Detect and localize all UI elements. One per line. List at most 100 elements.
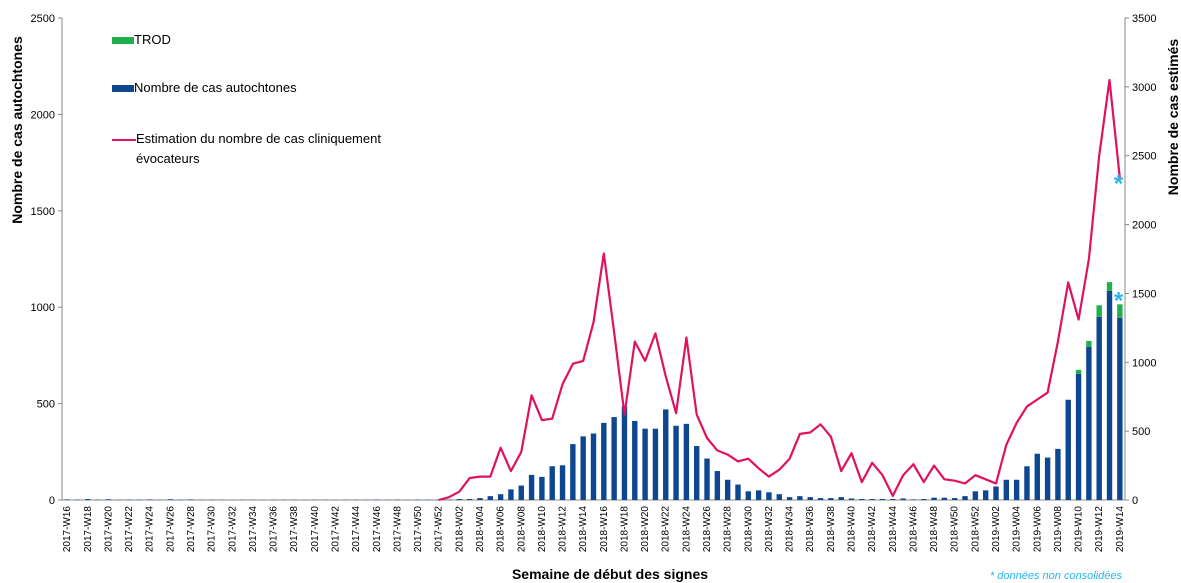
x-tick-label: 2017-W42 — [330, 506, 341, 553]
bar — [559, 465, 566, 500]
legend-swatch — [112, 37, 134, 44]
x-tick-label: 2018-W28 — [723, 506, 734, 553]
bar — [64, 499, 70, 500]
bar — [621, 406, 628, 500]
bar — [879, 499, 886, 500]
x-tick-label: 2018-W32 — [764, 506, 775, 553]
bar — [188, 499, 194, 500]
bar — [683, 423, 690, 500]
x-tick-label: 2018-W50 — [950, 506, 961, 553]
bar — [466, 499, 473, 500]
bar — [1117, 317, 1123, 500]
y2-tick-label: 2000 — [1132, 220, 1156, 232]
x-tick-label: 2017-W50 — [413, 506, 424, 553]
bar — [786, 497, 793, 500]
bar — [972, 491, 979, 500]
bar — [167, 499, 174, 500]
asterisk: * — [1114, 287, 1124, 314]
x-tick-label: 2017-W16 — [62, 506, 73, 553]
legend-item: Nombre de cas autochtones — [112, 80, 297, 95]
x-tick-label: 2018-W22 — [661, 506, 672, 553]
bar — [456, 499, 463, 500]
x-tick-label: 2017-W44 — [351, 506, 362, 553]
bar — [477, 498, 483, 500]
x-tick-label: 2019-W10 — [1074, 506, 1085, 553]
bar — [807, 497, 813, 500]
x-tick-label: 2017-W32 — [227, 506, 238, 553]
x-tick-label: 2019-W06 — [1032, 506, 1043, 553]
legend-item: TROD — [112, 32, 171, 47]
x-tick-label: 2017-W18 — [83, 506, 94, 553]
y2-tick-label: 0 — [1132, 495, 1138, 507]
x-tick-label: 2018-W34 — [785, 506, 796, 553]
x-tick-label: 2019-W14 — [1115, 506, 1126, 553]
bar — [85, 499, 91, 500]
asterisk: * — [1114, 171, 1124, 198]
legend-item: Estimation du nombre de cas cliniquement… — [112, 131, 452, 169]
bar — [838, 497, 844, 500]
y-axis-title: Nombre de cas autochtones — [9, 36, 25, 224]
legend-label: Estimation du nombre de cas cliniquement… — [136, 131, 381, 166]
x-tick-label: 2018-W02 — [454, 506, 465, 553]
x-axis-title: Semaine de début des signes — [512, 566, 708, 582]
y-tick-label: 2500 — [31, 13, 55, 25]
line — [438, 78, 1121, 502]
x-tick-label: 2019-W04 — [1012, 506, 1023, 553]
x-tick-label: 2018-W52 — [970, 506, 981, 553]
x-tick-label: 2018-W24 — [681, 506, 692, 553]
bar — [1024, 466, 1030, 500]
x-tick-label: 2017-W20 — [103, 506, 114, 553]
bar — [1086, 346, 1092, 500]
bar — [1013, 479, 1020, 500]
x-tick-label: 2017-W26 — [165, 506, 176, 553]
x-tick-label: 2018-W48 — [929, 506, 940, 553]
bar — [1003, 479, 1010, 500]
bar — [993, 486, 999, 500]
bar — [673, 425, 679, 500]
bar — [1034, 453, 1040, 500]
bar — [817, 498, 824, 500]
bar — [518, 485, 524, 500]
x-tick-label: 2017-W46 — [372, 506, 383, 553]
bar — [921, 499, 927, 500]
x-tick-label: 2017-W30 — [207, 506, 218, 553]
bar — [1055, 448, 1061, 500]
bar — [1096, 316, 1102, 500]
legend-swatch — [112, 85, 134, 92]
x-tick-label: 2018-W04 — [475, 506, 486, 553]
x-tick-label: 2018-W06 — [496, 506, 507, 553]
x-tick-label: 2018-W12 — [558, 506, 569, 553]
bar — [766, 492, 772, 500]
x-tick-label: 2018-W20 — [640, 506, 651, 553]
y2-tick-label: 1500 — [1132, 288, 1156, 300]
x-tick-label: 2019-W02 — [991, 506, 1002, 553]
bar — [1044, 457, 1051, 500]
bar — [549, 466, 555, 500]
x-tick-label: 2018-W38 — [826, 506, 837, 553]
bar — [755, 490, 762, 500]
bar — [694, 446, 700, 500]
x-tick-label: 2018-W46 — [908, 506, 919, 553]
bar — [487, 496, 493, 500]
bar — [704, 458, 710, 500]
bar — [105, 499, 112, 500]
bar — [1096, 305, 1102, 317]
bar — [497, 494, 504, 500]
x-tick-label: 2017-W28 — [186, 506, 197, 553]
x-tick-label: 2018-W36 — [805, 506, 816, 553]
bar — [890, 499, 896, 500]
bar — [941, 497, 948, 500]
x-tick-label: 2018-W44 — [888, 506, 899, 553]
y2-axis-title: Nombre de cas estimés — [1165, 39, 1181, 196]
bar — [528, 474, 535, 500]
legend-swatch — [112, 139, 136, 141]
bar — [848, 498, 855, 500]
bar — [539, 476, 545, 500]
bar — [632, 420, 638, 500]
bar — [962, 496, 968, 500]
x-tick-label: 2017-W52 — [434, 506, 445, 553]
x-tick-label: 2017-W36 — [269, 506, 280, 553]
bar — [1075, 373, 1082, 500]
x-tick-label: 2017-W40 — [310, 506, 321, 553]
